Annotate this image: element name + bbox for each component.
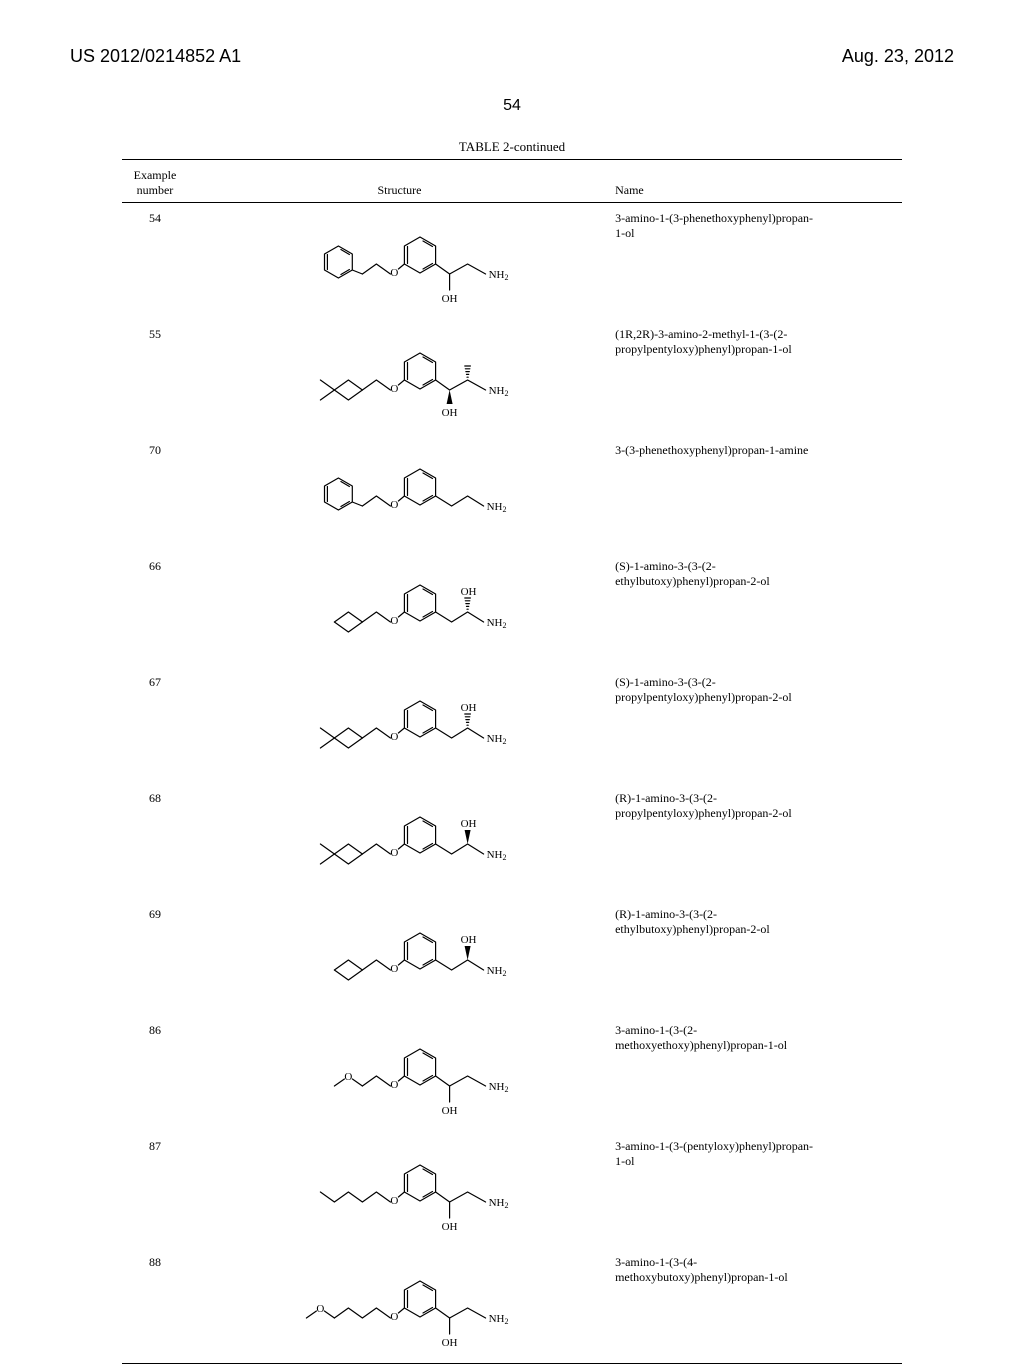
compound-name: (R)-1-amino-3-(3-(2-ethylbutoxy)phenyl)p… (611, 899, 902, 1015)
svg-text:O: O (344, 1071, 352, 1083)
svg-text:OH: OH (460, 702, 476, 714)
table-row: 68 O OH NH2 (R)-1-amino-3-(3-(2-propylpent… (122, 783, 902, 899)
table-row: 70 O NH2 3-(3-phenethoxyphenyl)propan-1-a… (122, 435, 902, 551)
structure-cell: O OH NH2 (188, 899, 611, 1015)
structure-svg: O OH NH2 (192, 907, 607, 1007)
svg-text:O: O (390, 1311, 398, 1323)
compound-name: (R)-1-amino-3-(3-(2-propylpentyloxy)phen… (611, 783, 902, 899)
table-row: 54 O OH NH2 3-amino-1-(3-phenethoxyphenyl)… (122, 203, 902, 320)
page-header: US 2012/0214852 A1 Aug. 23, 2012 (70, 46, 954, 67)
svg-text:OH: OH (460, 586, 476, 598)
svg-text:OH: OH (460, 934, 476, 946)
structure-svg: O OH NH2 (192, 1139, 607, 1239)
structure-cell: O OH NH2 (188, 203, 611, 320)
compound-name: 3-amino-1-(3-phenethoxyphenyl)propan-1-o… (611, 203, 902, 320)
structure-svg: OOOHNH2 (192, 1255, 607, 1355)
table-caption: TABLE 2-continued (70, 139, 954, 155)
svg-text:NH2: NH2 (486, 849, 506, 862)
example-number: 86 (122, 1015, 188, 1131)
page-number: 54 (70, 97, 954, 115)
svg-text:NH2: NH2 (488, 269, 508, 282)
example-number: 54 (122, 203, 188, 320)
svg-text:NH2: NH2 (486, 733, 506, 746)
structure-svg: O OH NH2 (192, 559, 607, 659)
structure-cell: O OH NH2 (188, 783, 611, 899)
svg-text:NH2: NH2 (486, 501, 506, 514)
compound-name: 3-amino-1-(3-(4-methoxybutoxy)phenyl)pro… (611, 1247, 902, 1363)
svg-text:O: O (390, 383, 398, 395)
svg-text:O: O (390, 499, 398, 511)
publication-date: Aug. 23, 2012 (842, 46, 954, 67)
example-number: 87 (122, 1131, 188, 1247)
table-row: 86 O O OH NH2 3-amino-1-(3-(2-methoxyethoxy… (122, 1015, 902, 1131)
compound-name: 3-amino-1-(3-(pentyloxy)phenyl)propan-1-… (611, 1131, 902, 1247)
svg-text:NH2: NH2 (486, 617, 506, 630)
table-row: 67 O OH NH2 (S)-1-amino-3-(3-(2-propylpent… (122, 667, 902, 783)
table-row: 55 O OH NH2 (1R,2R)-3-amino-2-methyl-1-(3-… (122, 319, 902, 435)
svg-text:NH2: NH2 (488, 385, 508, 398)
svg-text:OH: OH (441, 1221, 457, 1233)
compound-name: 3-amino-1-(3-(2-methoxyethoxy)phenyl)pro… (611, 1015, 902, 1131)
svg-text:O: O (390, 963, 398, 975)
example-number: 88 (122, 1247, 188, 1363)
publication-number: US 2012/0214852 A1 (70, 46, 241, 67)
structure-cell: O OH NH2 (188, 551, 611, 667)
structure-svg: O OH NH2 (192, 791, 607, 891)
compound-name: (S)-1-amino-3-(3-(2-ethylbutoxy)phenyl)p… (611, 551, 902, 667)
table-row: 87 O OH NH2 3-amino-1-(3-(pentyloxy)phenyl… (122, 1131, 902, 1247)
structure-svg: O OH NH2 (192, 211, 607, 311)
svg-text:O: O (390, 731, 398, 743)
table-body: 54 O OH NH2 3-amino-1-(3-phenethoxyphenyl)… (122, 203, 902, 1364)
structure-cell: O OH NH2 (188, 1131, 611, 1247)
example-number: 68 (122, 783, 188, 899)
table-row: 69 O OH NH2 (R)-1-amino-3-(3-(2-ethylbutox… (122, 899, 902, 1015)
structure-svg: O NH2 (192, 443, 607, 543)
structure-cell: O OH NH2 (188, 667, 611, 783)
svg-text:OH: OH (441, 1337, 457, 1349)
compound-name: 3-(3-phenethoxyphenyl)propan-1-amine (611, 435, 902, 551)
svg-text:OH: OH (441, 407, 457, 419)
compounds-table: Example number Structure Name 54 O OH NH2 … (122, 159, 902, 1364)
svg-text:O: O (390, 847, 398, 859)
svg-text:OH: OH (441, 293, 457, 305)
structure-cell: OOOHNH2 (188, 1247, 611, 1363)
table-row: 66 O OH NH2 (S)-1-amino-3-(3-(2-ethylbutox… (122, 551, 902, 667)
svg-text:NH2: NH2 (488, 1197, 508, 1210)
structure-cell: O OH NH2 (188, 319, 611, 435)
svg-text:NH2: NH2 (488, 1081, 508, 1094)
table-row: 88 OOOHNH2 3-amino-1-(3-(4-methoxybutoxy… (122, 1247, 902, 1363)
col-header-example: Example number (122, 162, 188, 203)
structure-svg: O OH NH2 (192, 327, 607, 427)
svg-text:OH: OH (460, 818, 476, 830)
svg-text:O: O (390, 615, 398, 627)
svg-text:O: O (390, 267, 398, 279)
structure-svg: O OH NH2 (192, 675, 607, 775)
structure-cell: O O OH NH2 (188, 1015, 611, 1131)
svg-text:O: O (390, 1079, 398, 1091)
example-number: 69 (122, 899, 188, 1015)
structure-svg: O O OH NH2 (192, 1023, 607, 1123)
example-number: 55 (122, 319, 188, 435)
structure-cell: O NH2 (188, 435, 611, 551)
col-header-structure: Structure (188, 162, 611, 203)
patent-page: US 2012/0214852 A1 Aug. 23, 2012 54 TABL… (0, 0, 1024, 1320)
compound-name: (1R,2R)-3-amino-2-methyl-1-(3-(2-propylp… (611, 319, 902, 435)
compound-name: (S)-1-amino-3-(3-(2-propylpentyloxy)phen… (611, 667, 902, 783)
svg-text:NH2: NH2 (486, 965, 506, 978)
svg-text:OH: OH (441, 1105, 457, 1117)
example-number: 70 (122, 435, 188, 551)
example-number: 67 (122, 667, 188, 783)
svg-text:O: O (316, 1303, 324, 1315)
svg-text:O: O (390, 1195, 398, 1207)
example-number: 66 (122, 551, 188, 667)
col-header-name: Name (611, 162, 902, 203)
